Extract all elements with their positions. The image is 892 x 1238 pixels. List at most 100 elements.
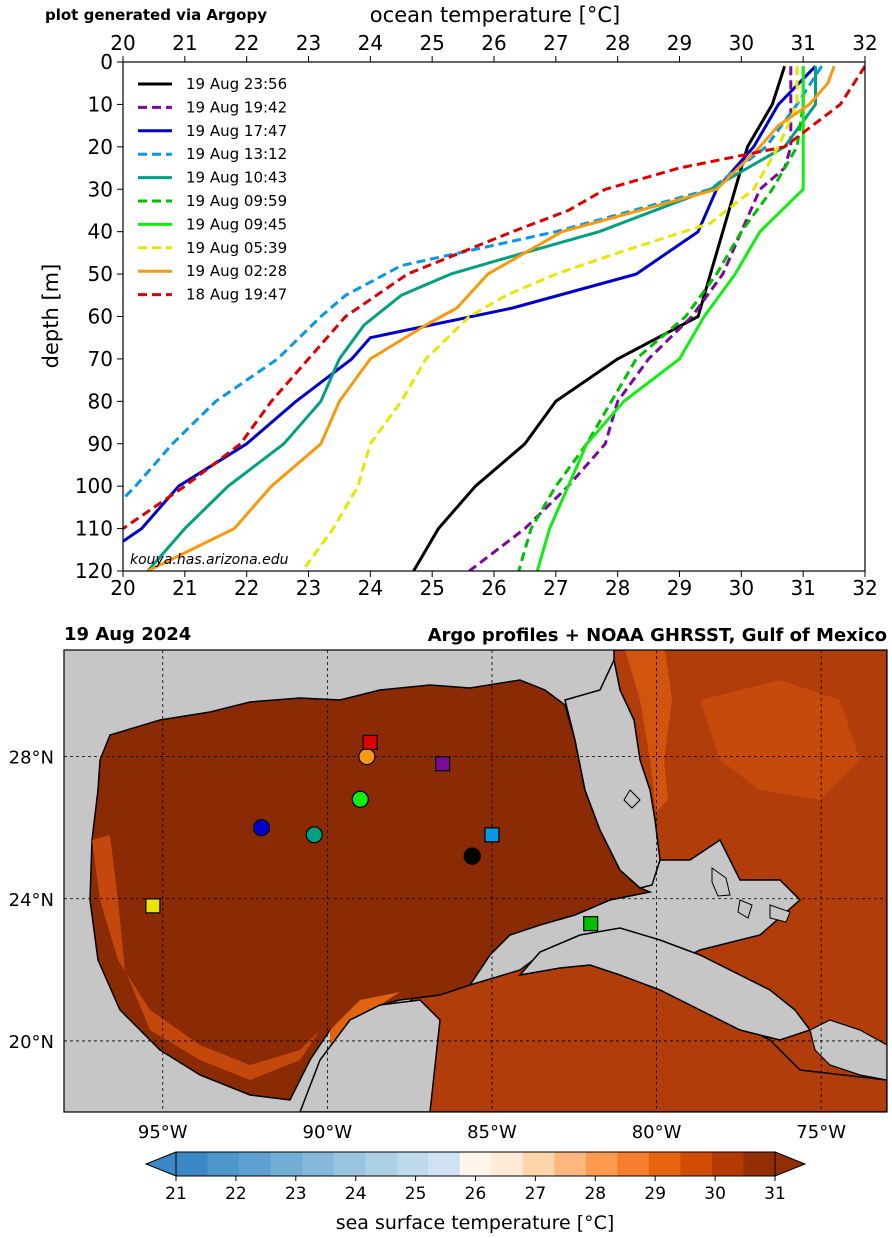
- profile-line: [147, 65, 836, 571]
- gulf-coastal-warm-band: [92, 835, 320, 1080]
- watermark: kouya.has.arizona.edu: [130, 552, 289, 568]
- x-tick-label-top: 21: [172, 31, 197, 55]
- x-tick-label-bottom: 24: [358, 576, 383, 600]
- legend-label: 19 Aug 02:28: [186, 262, 287, 280]
- colorbar-bin: [585, 1152, 618, 1176]
- x-tick-label-top: 24: [358, 31, 383, 55]
- colorbar-bin: [711, 1152, 744, 1176]
- y-tick-label: 110: [75, 517, 113, 541]
- y-tick-label: 60: [88, 305, 113, 329]
- lon-label: 80°W: [632, 1122, 682, 1143]
- y-tick-label: 10: [88, 92, 113, 116]
- argo-marker-square: [484, 827, 500, 843]
- x-tick-label-top: 27: [543, 31, 568, 55]
- colorbar-bin: [396, 1152, 429, 1176]
- legend-label: 19 Aug 09:45: [186, 215, 287, 233]
- x-tick-label-bottom: 20: [110, 576, 135, 600]
- x-tick-label-bottom: 25: [419, 576, 444, 600]
- colorbar-bin: [428, 1152, 461, 1176]
- y-tick-label: 80: [88, 389, 113, 413]
- argo-marker-circle: [351, 790, 369, 808]
- gulf-of-mexico: [89, 679, 653, 1101]
- x-axis-top: 20 21 22 23 24 25 26 27 28 29 30 31 32: [110, 31, 878, 62]
- x-tick-label-top: 28: [605, 31, 630, 55]
- bahamas-islands: [623, 789, 791, 923]
- colorbar-bin: [554, 1152, 587, 1176]
- legend: 19 Aug 23:56 19 Aug 19:42 19 Aug 17:47 19 A…: [138, 75, 287, 304]
- profile-line: [517, 66, 805, 571]
- colorbar-bin: [459, 1152, 492, 1176]
- colorbar-tick-label: 22: [225, 1184, 247, 1204]
- map-frame: [63, 649, 888, 1113]
- argo-marker-square: [583, 916, 599, 932]
- argo-marker-circle: [358, 748, 376, 766]
- colorbar-tick-label: 30: [704, 1184, 726, 1204]
- map-lon-labels: 95°W 90°W 85°W 80°W 75°W: [138, 1122, 846, 1143]
- colorbar-bin: [491, 1152, 524, 1176]
- legend-label: 19 Aug 09:59: [186, 192, 287, 210]
- profile-line: [468, 66, 793, 571]
- x-tick-label-bottom: 23: [296, 576, 321, 600]
- y-tick-label: 70: [88, 347, 113, 371]
- colorbar-tick-label: 27: [525, 1184, 547, 1204]
- x-tick-label-bottom: 27: [543, 576, 568, 600]
- legend-label: 19 Aug 10:43: [186, 169, 287, 187]
- colorbar: 21 22 23 24 25 26 27 28 29 30 31: [144, 1151, 807, 1204]
- colorbar-bin: [648, 1152, 681, 1176]
- lon-label: 95°W: [138, 1122, 188, 1143]
- colorbar-bin: [239, 1152, 272, 1176]
- x-tick-label-bottom: 26: [481, 576, 506, 600]
- y-tick-label: 30: [88, 177, 113, 201]
- argo-marker-circle: [305, 826, 323, 844]
- colorbar-tick-label: 23: [285, 1184, 307, 1204]
- y-axis: 0 10 20 30 40 50 60 70 80 90 100 110 120: [75, 50, 123, 583]
- y-tick-label: 100: [75, 474, 113, 498]
- lon-label: 90°W: [303, 1122, 353, 1143]
- profile-line: [535, 66, 805, 571]
- profile-line: [123, 65, 865, 530]
- hispaniola-land: [809, 1019, 887, 1081]
- y-tick-label: 20: [88, 135, 113, 159]
- x-tick-label-bottom: 31: [790, 576, 815, 600]
- gulf-stream: [625, 650, 672, 812]
- x-tick-label-top: 29: [667, 31, 692, 55]
- colorbar-tick-label: 26: [465, 1184, 487, 1204]
- profile-plot-frame: [122, 61, 866, 572]
- atlantic-warm-patch: [700, 680, 860, 800]
- colorbar-bin: [270, 1152, 303, 1176]
- x-tick-label-top: 31: [790, 31, 815, 55]
- profile-line: [123, 65, 823, 500]
- y-tick-label: 90: [88, 432, 113, 456]
- colorbar-bin: [617, 1152, 650, 1176]
- colorbar-bin: [680, 1152, 713, 1176]
- colorbar-bin: [522, 1152, 555, 1176]
- x-tick-label-top: 23: [296, 31, 321, 55]
- yucatan-warm-edge: [330, 992, 400, 1045]
- legend-label: 19 Aug 23:56: [186, 75, 287, 93]
- colorbar-tick-label: 28: [584, 1184, 606, 1204]
- colorbar-tick-label: 29: [644, 1184, 666, 1204]
- colorbar-tick-label: 25: [405, 1184, 427, 1204]
- x-tick-label-bottom: 22: [234, 576, 259, 600]
- legend-label: 19 Aug 17:47: [186, 122, 287, 140]
- graticule: [64, 650, 887, 1112]
- argo-marker-circle: [252, 819, 271, 837]
- argo-markers: [145, 734, 599, 932]
- profile-line: [412, 65, 787, 571]
- map-date: 19 Aug 2024: [64, 624, 191, 645]
- colorbar-label: sea surface temperature [°C]: [336, 1212, 615, 1234]
- colorbar-tick-label: 31: [764, 1184, 786, 1204]
- y-tick-label: 120: [75, 559, 113, 583]
- lon-label: 75°W: [796, 1122, 846, 1143]
- colorbar-bin: [333, 1152, 366, 1176]
- lat-label: 24°N: [9, 890, 54, 911]
- profile-lines: [123, 65, 865, 571]
- cuba-land: [518, 927, 812, 1041]
- argo-marker-square: [145, 898, 161, 914]
- x-tick-label-top: 25: [419, 31, 444, 55]
- x-tick-label-bottom: 29: [667, 576, 692, 600]
- profile-line: [301, 66, 799, 571]
- x-tick-label-top: 30: [729, 31, 754, 55]
- colorbar-extend-high: [774, 1151, 807, 1177]
